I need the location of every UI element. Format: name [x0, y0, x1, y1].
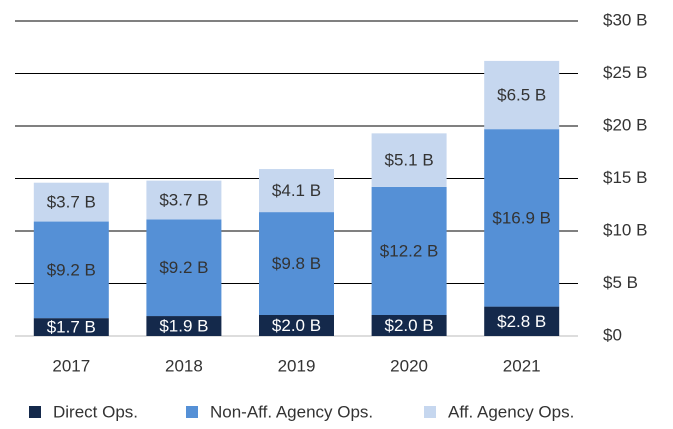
data-label: $2.0 B	[272, 316, 321, 335]
legend-swatch	[424, 406, 436, 418]
data-label: $3.7 B	[159, 191, 208, 210]
bar-segment	[33, 221, 109, 319]
x-tick-label: 2019	[278, 356, 316, 375]
data-label: $4.1 B	[272, 181, 321, 200]
data-label: $2.8 B	[497, 312, 546, 331]
y-tick-label: $20 B	[603, 115, 647, 134]
y-tick-label: $5 B	[603, 273, 638, 292]
y-tick-label: $30 B	[603, 10, 647, 29]
x-tick-label: 2021	[503, 356, 541, 375]
legend-label: Non-Aff. Agency Ops.	[210, 402, 373, 421]
bar-segment	[146, 180, 222, 220]
data-label: $5.1 B	[385, 151, 434, 170]
x-tick-label: 2018	[165, 356, 203, 375]
bar-segment	[484, 129, 560, 307]
data-label: $9.8 B	[272, 254, 321, 273]
y-tick-label: $0	[603, 325, 622, 344]
data-label: $9.2 B	[159, 258, 208, 277]
bar-segment	[484, 60, 560, 130]
y-tick-label: $10 B	[603, 220, 647, 239]
bar-segment	[146, 316, 222, 336]
y-tick-label: $15 B	[603, 168, 647, 187]
bar-segment	[371, 186, 447, 315]
x-tick-label: 2017	[52, 356, 90, 375]
y-tick-label: $25 B	[603, 63, 647, 82]
bar-segment	[33, 182, 109, 222]
bar-segment	[33, 318, 109, 336]
data-label: $1.9 B	[159, 317, 208, 336]
data-label: $9.2 B	[47, 260, 96, 279]
data-label: $6.5 B	[497, 86, 546, 105]
bar-segment	[484, 306, 560, 336]
legend-label: Aff. Agency Ops.	[448, 402, 574, 421]
data-label: $16.9 B	[492, 208, 551, 227]
bar-segment	[259, 315, 334, 336]
x-tick-label: 2020	[390, 356, 428, 375]
legend-swatch	[29, 406, 41, 418]
legend-label: Direct Ops.	[53, 402, 138, 421]
bar-segment	[371, 133, 447, 187]
data-label: $12.2 B	[380, 241, 439, 260]
data-label: $2.0 B	[385, 316, 434, 335]
bar-segment	[259, 169, 334, 213]
bar-segment	[371, 315, 447, 336]
bar-segment	[259, 212, 334, 315]
legend-swatch	[186, 406, 198, 418]
data-label: $1.7 B	[47, 318, 96, 337]
bar-segment	[146, 219, 222, 317]
data-label: $3.7 B	[47, 193, 96, 212]
